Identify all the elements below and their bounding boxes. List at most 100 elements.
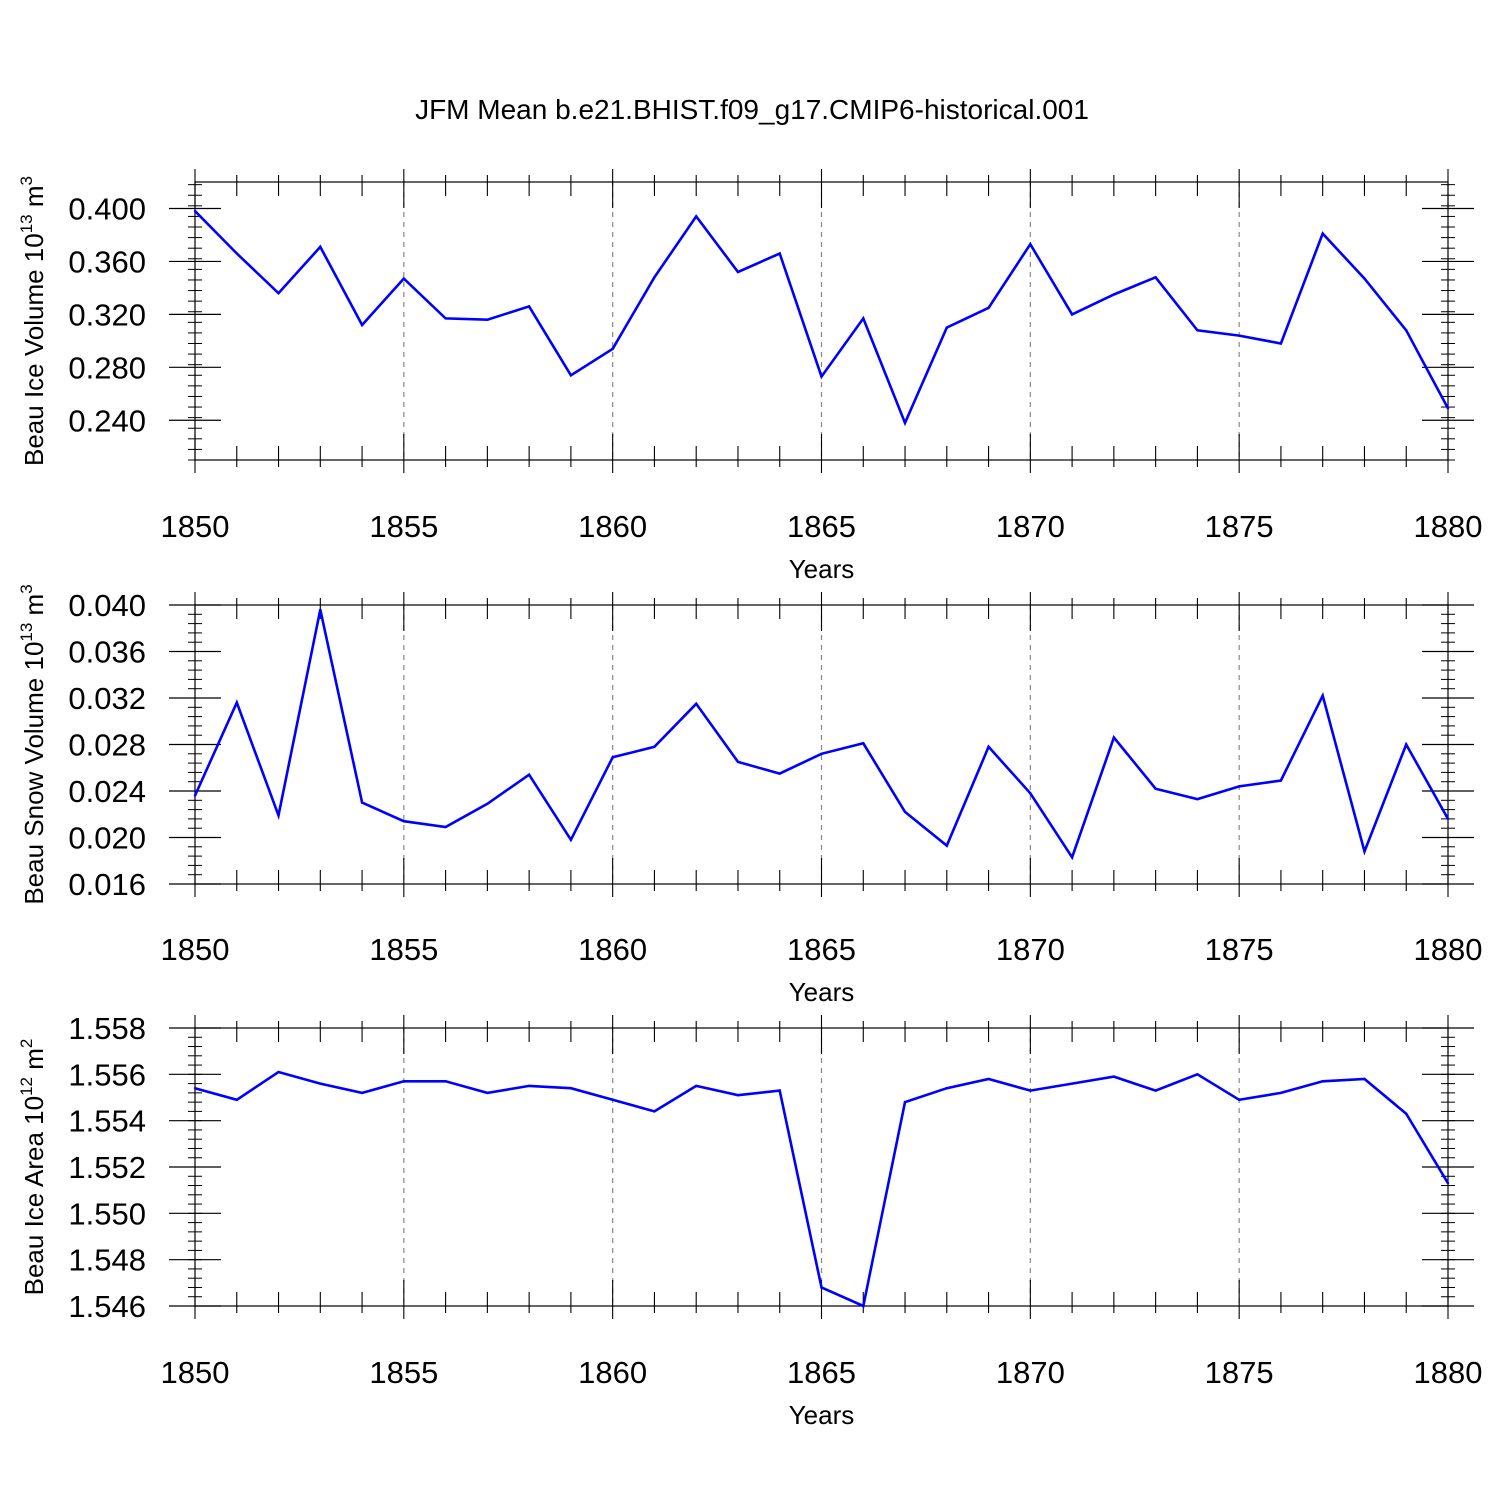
data-point	[987, 306, 990, 309]
panel-ice-volume: 0.240 0.280 0.320 0.360 0.400 1850 1855 1860 186…	[17, 169, 1482, 584]
y-axis-title-unit: m	[19, 1048, 49, 1077]
x-tick-label: 1870	[996, 932, 1065, 967]
x-axis-title: Years	[789, 554, 855, 584]
data-point	[527, 1084, 531, 1088]
x-axis-title: Years	[789, 1400, 855, 1430]
data-point	[1237, 785, 1241, 788]
data-point	[1112, 293, 1116, 296]
data-point	[277, 1070, 280, 1074]
data-point	[360, 801, 364, 804]
data-point	[1405, 1112, 1408, 1115]
x-tick-label: 1850	[161, 509, 230, 544]
y-tick-label: 0.320	[68, 297, 146, 332]
data-point	[736, 1093, 740, 1097]
data-point	[611, 756, 614, 759]
x-tick-label: 1865	[787, 932, 856, 967]
data-point	[277, 292, 280, 295]
data-point	[736, 760, 740, 764]
data-point	[486, 802, 489, 805]
y-tick-label: 1.548	[68, 1243, 146, 1278]
data-point	[1405, 329, 1408, 332]
data-point	[1279, 779, 1283, 782]
data-point	[486, 1091, 489, 1095]
data-point	[778, 252, 781, 255]
data-point	[1070, 313, 1074, 316]
data-point	[653, 1110, 656, 1113]
data-point	[1405, 743, 1408, 746]
y-tick-label: 1.554	[68, 1104, 146, 1139]
data-point	[1029, 243, 1032, 246]
x-tick-label: 1850	[161, 932, 230, 967]
x-tick-label: 1860	[578, 1355, 647, 1390]
data-point	[1363, 850, 1366, 853]
y-axis-title-main: Beau Snow Volume 10	[19, 642, 49, 905]
data-point	[444, 317, 447, 320]
data-point	[402, 820, 406, 823]
x-tick-label: 1860	[578, 509, 647, 544]
data-point	[193, 1087, 197, 1090]
y-axis-title: Beau Ice Volume 1013 m3	[17, 176, 49, 466]
data-point	[1070, 1082, 1074, 1085]
data-point	[569, 374, 573, 377]
y-tick-label: 0.240	[68, 403, 146, 438]
y-axis-title-unit-exponent: 2	[17, 1039, 36, 1048]
data-point	[193, 209, 197, 213]
y-tick-label: 0.028	[68, 728, 146, 763]
data-point	[1154, 276, 1157, 279]
x-tick-label: 1870	[996, 1355, 1065, 1390]
data-point	[402, 277, 406, 280]
x-tick-label: 1850	[161, 1355, 230, 1390]
data-point	[1154, 787, 1157, 790]
data-point	[778, 772, 781, 775]
data-point	[1279, 342, 1283, 345]
data-point	[903, 810, 907, 814]
data-point	[1446, 817, 1450, 821]
data-point	[945, 1087, 948, 1090]
data-point	[820, 1286, 823, 1289]
y-axis-title-main: Beau Ice Area 10	[19, 1096, 49, 1295]
data-point	[987, 1077, 990, 1081]
y-axis-title-unit: m	[19, 594, 49, 623]
data-point	[695, 702, 698, 706]
data-point	[1112, 736, 1116, 739]
data-point	[527, 305, 531, 308]
y-tick-label: 0.016	[68, 867, 146, 902]
y-axis-title-exponent: 13	[17, 214, 36, 233]
y-tick-label: 0.032	[68, 681, 146, 716]
data-point	[1363, 1077, 1366, 1081]
data-point	[444, 825, 447, 829]
data-point	[1321, 694, 1324, 697]
y-axis-title: Beau Snow Volume 1013 m3	[17, 584, 49, 904]
data-point	[820, 752, 823, 755]
y-axis-title-unit-exponent: 3	[17, 176, 36, 185]
data-point	[1363, 277, 1366, 280]
data-point	[653, 745, 656, 749]
data-point	[1321, 1080, 1324, 1083]
data-point	[903, 421, 907, 425]
y-tick-label: 1.558	[68, 1011, 146, 1046]
chart-panels: 0.240 0.280 0.320 0.360 0.400 1850 1855 1860 186…	[17, 169, 1482, 1430]
data-point	[945, 326, 948, 329]
y-tick-label: 0.400	[68, 191, 146, 226]
data-point	[527, 773, 531, 776]
y-tick-label: 0.036	[68, 635, 146, 670]
x-tick-label: 1855	[369, 509, 438, 544]
x-tick-label: 1865	[787, 1355, 856, 1390]
data-point	[1279, 1091, 1283, 1095]
x-tick-label: 1880	[1414, 509, 1483, 544]
y-tick-label: 0.280	[68, 350, 146, 385]
data-point	[235, 701, 238, 704]
y-tick-label: 0.360	[68, 244, 146, 279]
y-tick-label: 1.556	[68, 1057, 146, 1092]
y-axis-title: Beau Ice Area 1012 m2	[17, 1039, 49, 1296]
y-tick-label: 0.040	[68, 588, 146, 623]
chart-title: JFM Mean b.e21.BHIST.f09_g17.CMIP6-histo…	[415, 94, 1089, 125]
data-point	[945, 844, 948, 847]
y-axis-title-unit: m	[19, 185, 49, 214]
x-tick-label: 1870	[996, 509, 1065, 544]
data-point	[1446, 407, 1450, 410]
data-point	[486, 318, 489, 321]
data-point	[319, 608, 322, 611]
data-point	[235, 1098, 238, 1102]
